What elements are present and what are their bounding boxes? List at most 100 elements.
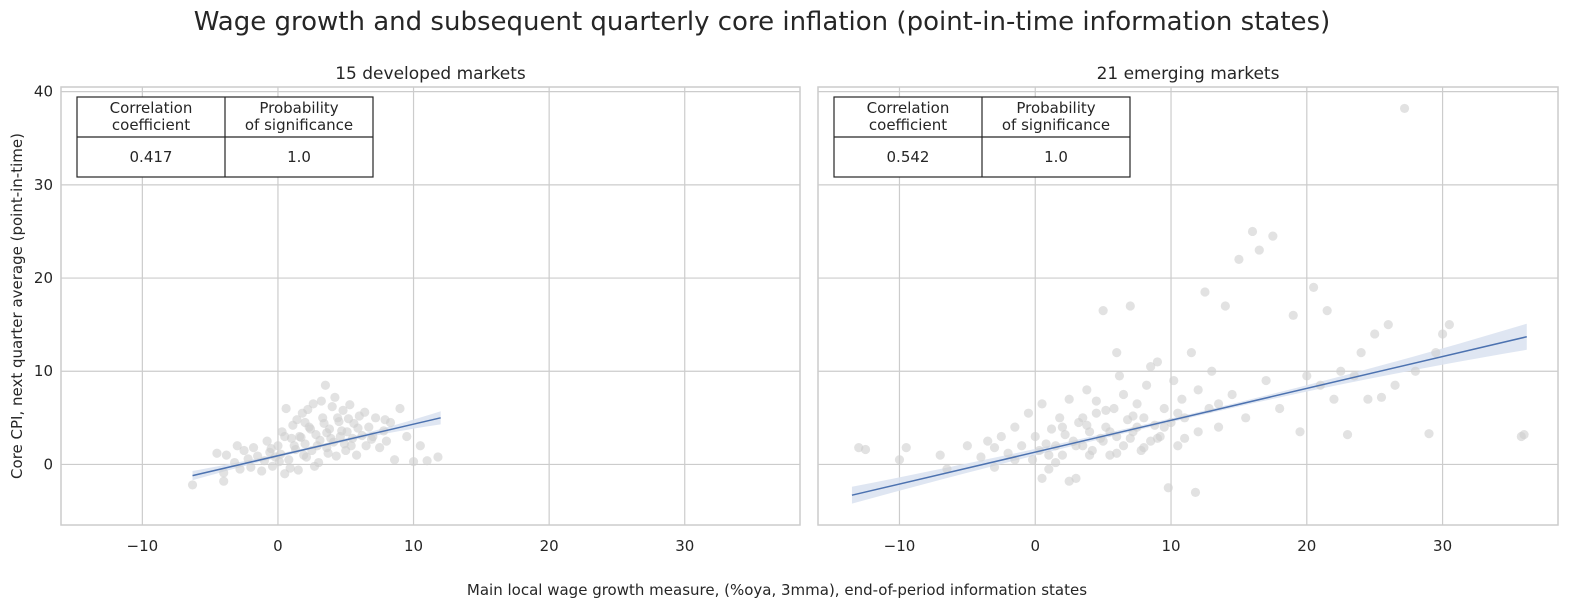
- data-point: [1051, 441, 1061, 451]
- x-tick-label: 30: [675, 537, 694, 555]
- data-point: [312, 441, 322, 451]
- data-point: [345, 400, 355, 410]
- data-point: [989, 462, 1000, 472]
- data-point: [235, 464, 245, 474]
- y-tick-label: 40: [34, 83, 53, 101]
- stats-table-value: 0.542: [887, 148, 930, 166]
- data-point: [1030, 431, 1040, 442]
- data-point: [309, 461, 320, 471]
- stats-table-header: Correlation coefficient: [110, 99, 193, 134]
- data-point: [860, 444, 871, 455]
- data-point: [366, 434, 377, 444]
- data-point: [1177, 394, 1187, 404]
- stats-table: Correlation coefficient Probability of sign…: [76, 96, 374, 178]
- data-point: [281, 403, 291, 414]
- data-point: [346, 441, 356, 451]
- data-point: [316, 396, 326, 406]
- y-tick-label: 10: [34, 362, 53, 380]
- data-point: [1003, 448, 1013, 458]
- data-point: [331, 451, 341, 461]
- x-tick-label: 10: [1161, 537, 1180, 555]
- data-point: [243, 454, 253, 464]
- data-point: [1118, 441, 1129, 451]
- data-point: [284, 455, 294, 465]
- data-point: [1261, 375, 1271, 386]
- data-point: [360, 407, 370, 417]
- data-point: [1180, 433, 1190, 443]
- data-point: [1114, 371, 1125, 381]
- data-point: [289, 441, 299, 451]
- y-tick-label: 20: [34, 269, 53, 287]
- data-point: [1146, 361, 1156, 372]
- panel-emerging-markets: 21 emerging markets −10 0 10 20 30 Correlation…: [817, 64, 1559, 555]
- y-axis-label: Core CPI, next quarter average (point-in…: [8, 133, 26, 479]
- stats-table: Correlation coefficient Probability of sign…: [833, 96, 1131, 178]
- data-point: [1241, 413, 1251, 423]
- data-point: [976, 452, 986, 462]
- data-point: [187, 480, 198, 490]
- data-point: [389, 455, 400, 465]
- data-point: [303, 404, 313, 415]
- x-axis-label: Main local wage growth measure, (%oya, 3…: [467, 581, 1087, 599]
- data-point: [1336, 366, 1346, 376]
- stats-table-header: Probability of significance: [245, 99, 353, 134]
- data-point: [267, 461, 278, 471]
- plot-frame: [60, 86, 801, 526]
- data-point: [1112, 448, 1122, 458]
- data-point: [381, 436, 392, 446]
- data-point: [1163, 483, 1173, 493]
- data-point: [370, 413, 381, 423]
- x-tick-label: 0: [1030, 537, 1040, 555]
- data-point: [300, 417, 310, 428]
- data-point: [1064, 476, 1074, 486]
- data-point: [996, 431, 1006, 442]
- data-point: [1044, 450, 1054, 460]
- data-point: [1302, 371, 1312, 381]
- stats-table-header: Probability of significance: [1002, 99, 1110, 134]
- data-point: [266, 443, 276, 454]
- data-point: [1383, 320, 1393, 330]
- data-point: [395, 403, 405, 414]
- data-point: [1376, 392, 1387, 402]
- data-point: [1091, 396, 1101, 406]
- data-point: [983, 436, 993, 446]
- data-point: [212, 448, 222, 458]
- x-tick-label: 20: [540, 537, 559, 555]
- data-point: [296, 432, 306, 442]
- data-point: [353, 423, 363, 433]
- data-point: [1010, 422, 1020, 432]
- data-point: [1098, 436, 1108, 446]
- data-point: [1424, 429, 1434, 439]
- data-point: [239, 445, 249, 456]
- data-point: [253, 451, 263, 461]
- data-point: [989, 443, 1000, 453]
- stats-table-value: 1.0: [287, 148, 311, 166]
- panel-title: 15 developed markets: [335, 64, 526, 84]
- data-point: [1173, 408, 1183, 418]
- data-point: [1064, 394, 1074, 404]
- panel-title: 21 emerging markets: [1097, 64, 1280, 84]
- y-tick-label: 0: [43, 455, 53, 473]
- data-point: [1193, 427, 1203, 437]
- data-point: [942, 464, 952, 474]
- data-point: [962, 441, 972, 451]
- data-point: [1082, 420, 1092, 430]
- data-point: [408, 457, 419, 467]
- data-point: [232, 441, 242, 451]
- data-point: [901, 443, 911, 453]
- data-point: [1152, 433, 1163, 443]
- data-point: [1057, 450, 1068, 460]
- x-tick-label: −10: [884, 537, 916, 555]
- data-point: [1139, 443, 1149, 453]
- data-point: [327, 402, 337, 412]
- data-point: [380, 415, 390, 425]
- data-point: [343, 414, 354, 424]
- data-point: [1109, 403, 1119, 414]
- data-point: [1173, 441, 1183, 451]
- data-point: [1037, 399, 1047, 409]
- data-point: [1139, 413, 1149, 423]
- data-point: [1051, 457, 1061, 468]
- data-point: [1356, 347, 1366, 358]
- data-point: [1247, 226, 1258, 237]
- y-tick-label: 30: [34, 176, 53, 194]
